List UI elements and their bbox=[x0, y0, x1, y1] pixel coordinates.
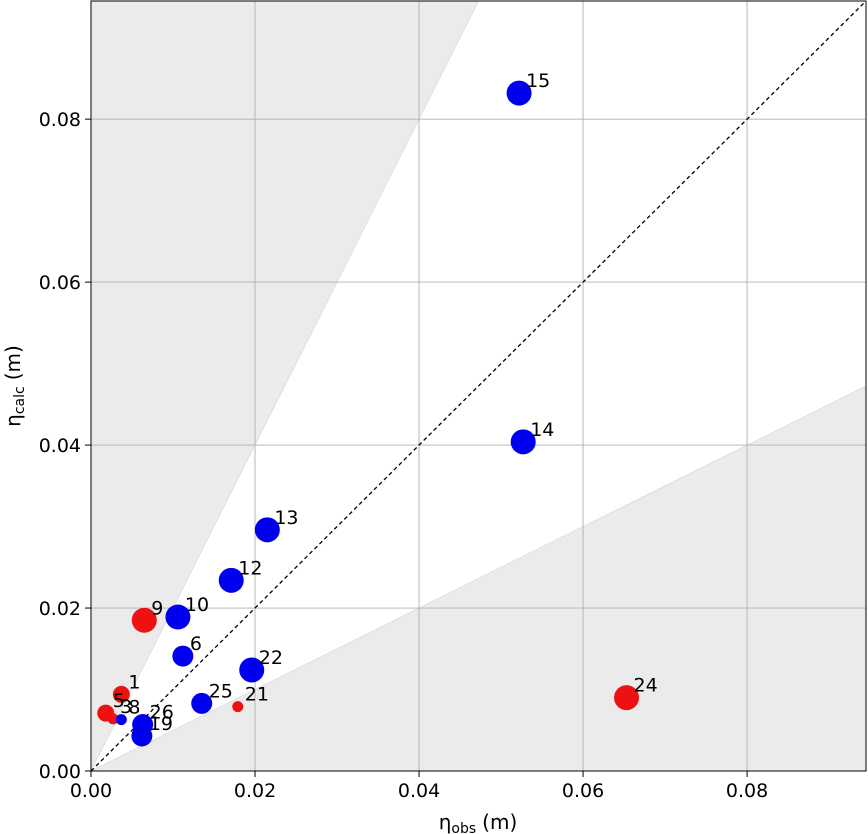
shaded-region-1 bbox=[91, 1, 479, 771]
x-tick-label-3: 0.06 bbox=[562, 780, 604, 802]
x-tick-label-0: 0.00 bbox=[70, 780, 112, 802]
data-point-12 bbox=[218, 567, 244, 593]
point-label-9: 9 bbox=[151, 597, 163, 619]
x-axis-label-subscript: obs bbox=[451, 821, 476, 834]
x-axis-label-unit: (m) bbox=[482, 810, 517, 834]
y-axis-ticks: 0.00 0.02 0.04 0.06 0.08 bbox=[39, 109, 91, 783]
shaded-regions bbox=[91, 1, 866, 771]
data-point-10 bbox=[165, 604, 191, 630]
y-axis-label: ηcalc (m) bbox=[1, 345, 28, 427]
grid-lines bbox=[90, 1, 866, 772]
data-point-14 bbox=[510, 429, 536, 455]
one-to-one-line bbox=[91, 1, 866, 771]
data-point-19 bbox=[131, 725, 153, 747]
point-label-19: 19 bbox=[149, 713, 173, 735]
y-tick-label-2: 0.04 bbox=[39, 435, 81, 457]
point-label-8: 8 bbox=[128, 697, 140, 719]
point-label-1: 1 bbox=[128, 671, 140, 693]
data-point-22 bbox=[239, 657, 265, 683]
data-point-9 bbox=[131, 607, 157, 633]
data-point-25 bbox=[191, 692, 213, 714]
y-tick-label-0: 0.00 bbox=[39, 761, 81, 783]
y-tick-label-1: 0.02 bbox=[39, 598, 81, 620]
x-axis-label-symbol: η bbox=[439, 810, 452, 834]
data-point-3 bbox=[107, 713, 119, 725]
reference-line bbox=[91, 1, 866, 771]
x-tick-label-4: 0.08 bbox=[726, 780, 768, 802]
point-label-6: 6 bbox=[190, 633, 202, 655]
data-point-8 bbox=[115, 714, 127, 726]
x-tick-label-2: 0.04 bbox=[398, 780, 440, 802]
y-tick-label-4: 0.08 bbox=[39, 109, 81, 131]
point-label-26: 26 bbox=[150, 702, 174, 724]
data-point-6 bbox=[172, 645, 194, 667]
data-point-1 bbox=[112, 685, 130, 703]
x-axis-label: ηobs (m) bbox=[439, 810, 518, 834]
point-label-22: 22 bbox=[259, 647, 283, 669]
point-label-21: 21 bbox=[245, 684, 269, 706]
y-axis-label-symbol: η bbox=[1, 414, 25, 427]
data-points bbox=[97, 80, 640, 747]
point-label-3: 3 bbox=[120, 696, 132, 718]
x-axis-ticks: 0.00 0.02 0.04 0.06 0.08 bbox=[70, 771, 768, 802]
data-point-21 bbox=[232, 701, 244, 713]
point-label-10: 10 bbox=[185, 594, 209, 616]
point-label-24: 24 bbox=[634, 675, 658, 697]
data-point-15 bbox=[506, 80, 532, 106]
point-label-5: 5 bbox=[113, 690, 125, 712]
y-axis-label-unit: (m) bbox=[1, 345, 25, 380]
y-tick-label-3: 0.06 bbox=[39, 272, 81, 294]
plot-frame bbox=[90, 0, 867, 772]
data-point-13 bbox=[254, 517, 280, 543]
point-label-14: 14 bbox=[530, 419, 554, 441]
point-label-13: 13 bbox=[274, 507, 298, 529]
data-point-24 bbox=[614, 685, 640, 711]
point-label-15: 15 bbox=[526, 70, 550, 92]
point-label-25: 25 bbox=[209, 680, 233, 702]
point-label-12: 12 bbox=[238, 557, 262, 579]
y-axis-label-subscript: calc bbox=[12, 386, 28, 414]
shaded-region-2 bbox=[91, 385, 866, 771]
x-tick-label-1: 0.02 bbox=[234, 780, 276, 802]
